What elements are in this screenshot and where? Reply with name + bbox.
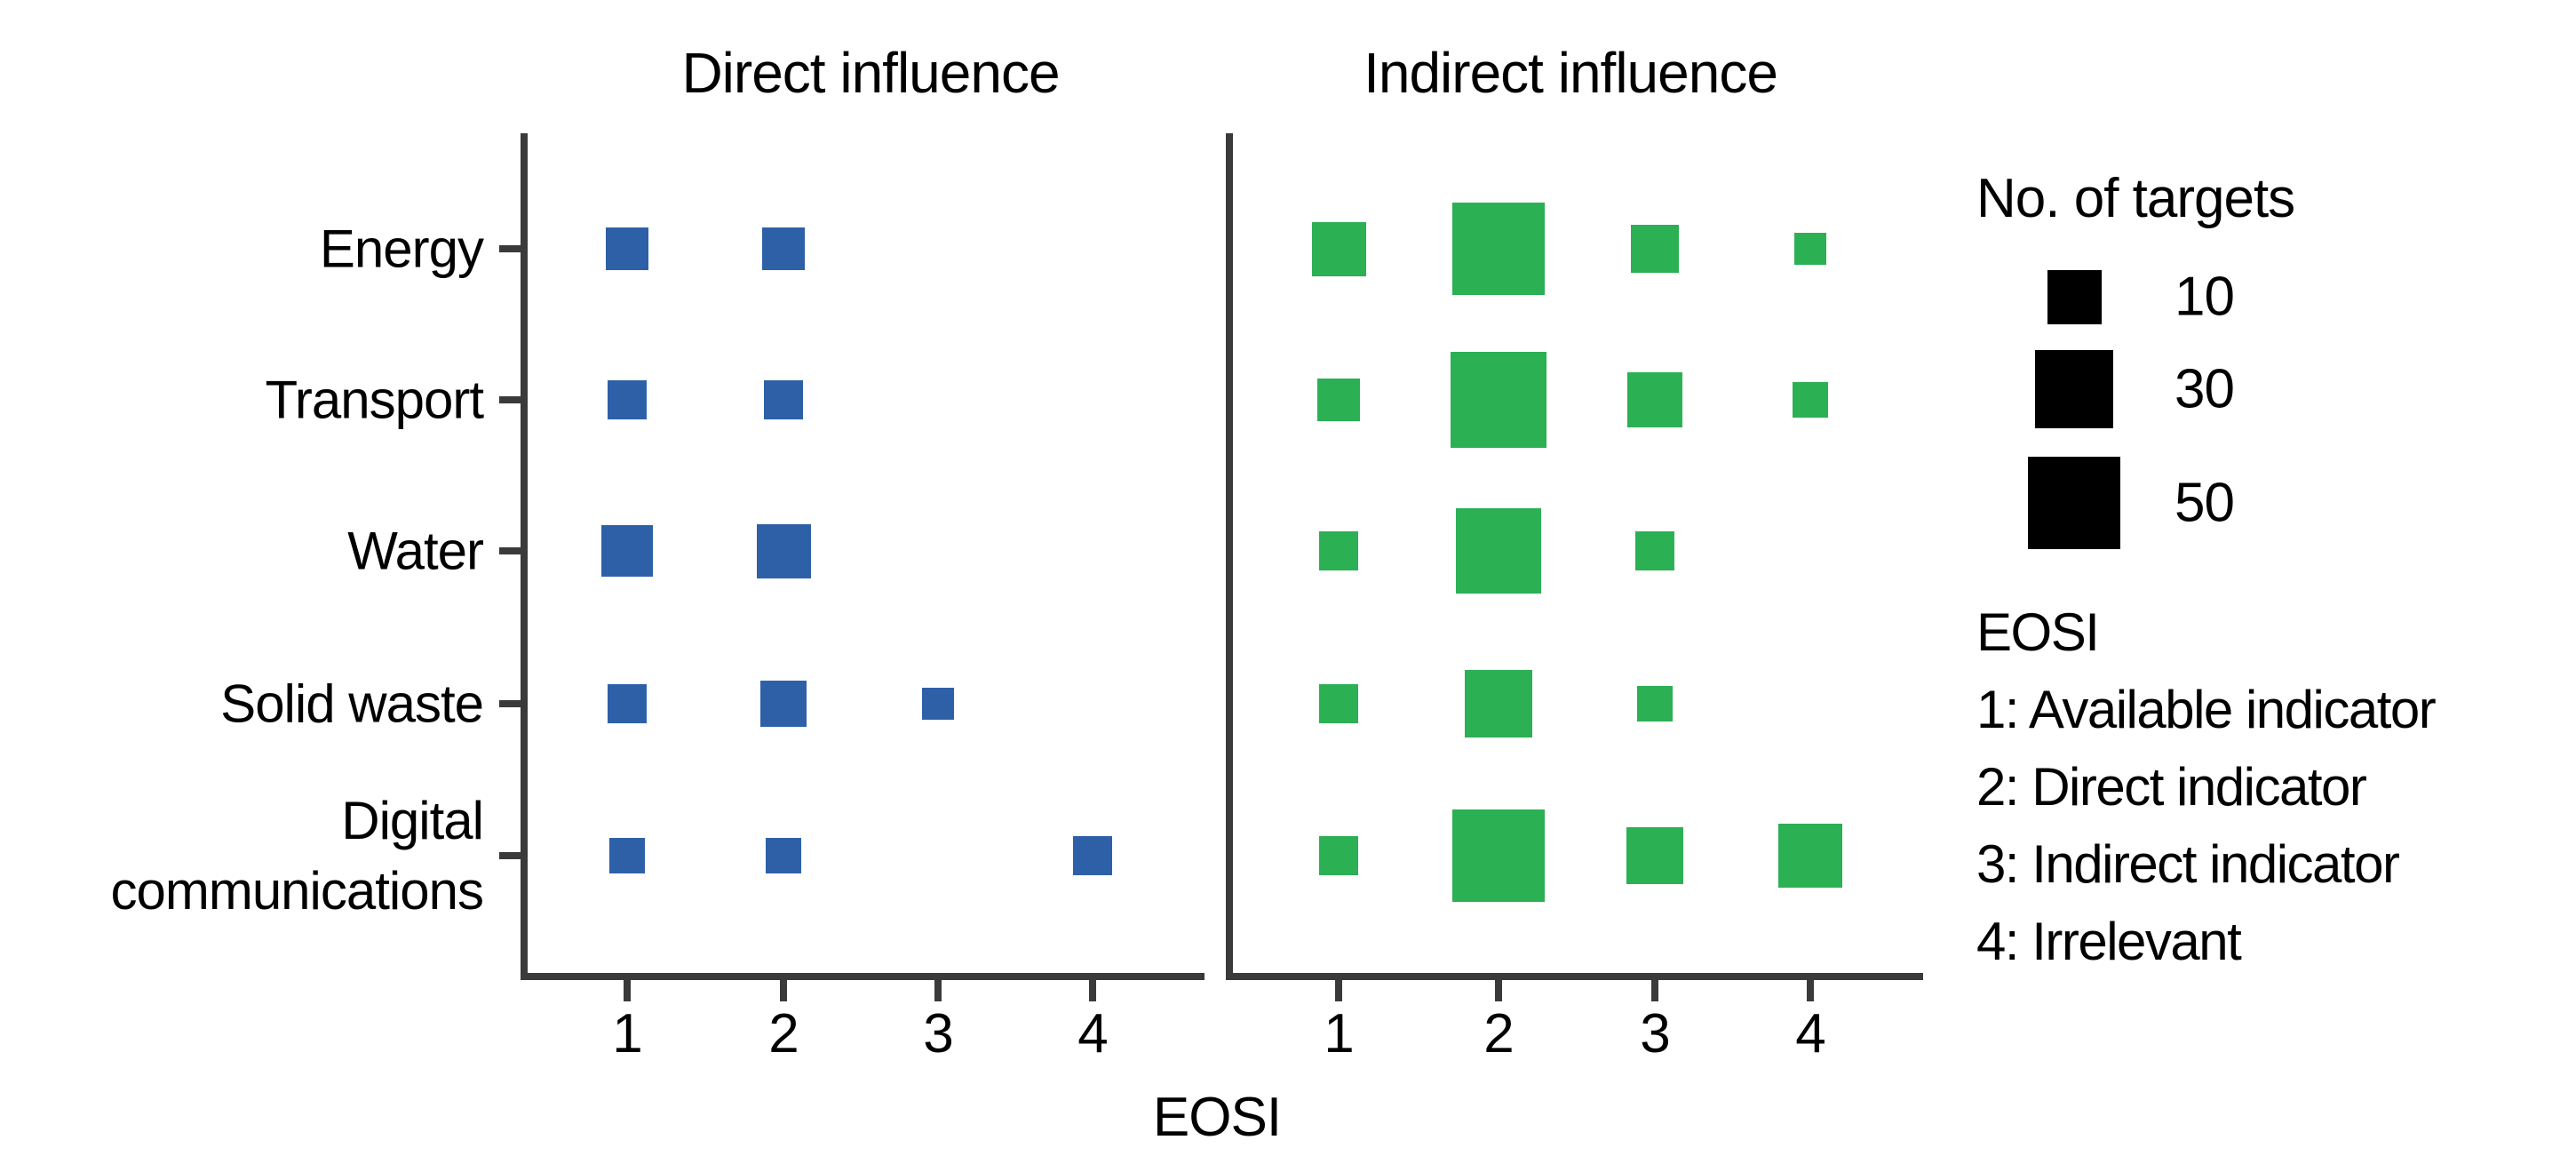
eosi-key: EOSI 1: Available indicator 2: Direct in… [1976, 594, 2437, 980]
x-tick [1651, 980, 1658, 1001]
data-square [1072, 835, 1113, 876]
data-square [1316, 378, 1361, 422]
data-square [1634, 530, 1675, 571]
y-tick [499, 245, 524, 252]
y-tick [499, 852, 524, 859]
data-square [1626, 826, 1684, 885]
data-square [1626, 371, 1683, 428]
x-tick [1495, 980, 1502, 1001]
data-square [1630, 224, 1680, 274]
size-legend-title: No. of targets [1976, 168, 2295, 229]
data-square [1636, 685, 1674, 722]
x-tick [1089, 980, 1096, 1001]
y-category-label: Transport [265, 370, 484, 430]
x-tick-label: 4 [1795, 1003, 1825, 1064]
right-panel-y-axis [1226, 133, 1233, 980]
x-tick [1335, 980, 1342, 1001]
left-panel-y-axis [521, 133, 528, 980]
left-panel-title: Direct influence [681, 41, 1060, 105]
x-tick-label: 1 [612, 1003, 642, 1064]
x-tick [624, 980, 631, 1001]
data-square [1464, 669, 1533, 738]
data-square [756, 523, 811, 578]
data-square [1318, 683, 1359, 724]
data-square [1778, 824, 1842, 888]
y-tick [499, 547, 524, 554]
eosi-key-line-2: 2: Direct indicator [1976, 757, 2367, 817]
data-square [1311, 221, 1366, 276]
y-tick [499, 700, 524, 707]
data-square [1451, 352, 1546, 448]
data-square [1318, 835, 1359, 876]
right-panel-x-axis [1226, 973, 1923, 980]
y-category-label: Water [347, 521, 484, 581]
eosi-key-line-4: 4: Irrelevant [1976, 912, 2242, 971]
right-panel-title: Indirect influence [1364, 41, 1778, 105]
x-tick-label: 3 [1640, 1003, 1670, 1064]
data-square [1455, 507, 1542, 594]
data-square [607, 683, 648, 724]
x-tick-label: 3 [923, 1003, 953, 1064]
x-tick [1807, 980, 1814, 1001]
x-tick-label: 2 [768, 1003, 799, 1064]
data-square [922, 688, 954, 720]
left-panel-x-axis [521, 973, 1205, 980]
size-legend-square [2035, 350, 2113, 428]
data-square [760, 681, 807, 727]
x-tick [780, 980, 787, 1001]
data-square [1318, 530, 1359, 571]
eosi-key-title: EOSI [1976, 602, 2100, 662]
eosi-key-line-3: 3: Indirect indicator [1976, 834, 2400, 894]
x-tick-label: 1 [1324, 1003, 1354, 1064]
data-square [605, 227, 649, 271]
data-square [763, 379, 804, 420]
data-square [1794, 233, 1826, 265]
size-legend-value: 10 [2174, 266, 2235, 328]
x-tick-label: 2 [1483, 1003, 1514, 1064]
data-square [1451, 809, 1546, 903]
data-square [1792, 381, 1829, 419]
y-tick [499, 396, 524, 403]
data-square [608, 837, 646, 874]
data-square [1451, 202, 1546, 296]
eosi-key-line-1: 1: Available indicator [1976, 680, 2437, 739]
data-square [607, 379, 648, 420]
y-category-label: Digital communications [110, 790, 484, 921]
size-legend-value: 30 [2174, 358, 2235, 420]
x-tick [934, 980, 942, 1001]
size-legend-value: 50 [2174, 472, 2235, 534]
size-legend-square [2027, 456, 2121, 550]
x-axis-title: EOSI [1152, 1087, 1282, 1148]
y-category-label: Energy [319, 219, 484, 279]
data-square [600, 524, 654, 578]
x-tick-label: 4 [1077, 1003, 1108, 1064]
data-square [761, 227, 806, 271]
y-category-label: Solid waste [220, 674, 484, 734]
size-legend-square [2047, 269, 2102, 324]
data-square [765, 837, 802, 874]
